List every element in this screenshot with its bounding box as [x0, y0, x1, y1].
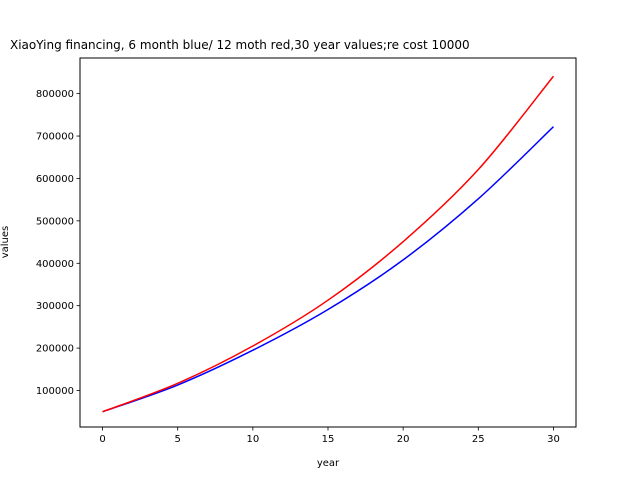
- plot-frame: [79, 57, 577, 428]
- y-tick-label: 700000: [36, 132, 74, 143]
- y-tick-label: 300000: [36, 301, 74, 312]
- y-tick-label: 200000: [36, 344, 74, 355]
- x-tick-label: 25: [472, 434, 485, 445]
- y-axis-label: values: [0, 226, 11, 259]
- x-axis-label: year: [317, 458, 340, 469]
- x-tick-label: 0: [99, 434, 105, 445]
- y-tick-label: 100000: [36, 386, 74, 397]
- series-line-0: [102, 126, 554, 413]
- x-tick-label: 20: [397, 434, 410, 445]
- y-tick-label: 600000: [36, 174, 74, 185]
- y-tick-label: 800000: [36, 89, 74, 100]
- series-layer: [102, 75, 555, 413]
- x-tick-label: 10: [246, 434, 259, 445]
- series-line-1: [102, 75, 555, 413]
- y-ticks: 100000 200000 300000 400000 500000 600000 7000…: [36, 89, 80, 397]
- y-tick-label: 400000: [36, 259, 74, 270]
- x-ticks: 0 5 10 15 20 25 30: [99, 427, 560, 445]
- x-tick-label: 30: [547, 434, 560, 445]
- chart-title: XiaoYing financing, 6 month blue/ 12 mot…: [10, 38, 470, 52]
- x-tick-label: 15: [322, 434, 335, 445]
- y-tick-label: 500000: [36, 216, 74, 227]
- x-tick-label: 5: [175, 434, 181, 445]
